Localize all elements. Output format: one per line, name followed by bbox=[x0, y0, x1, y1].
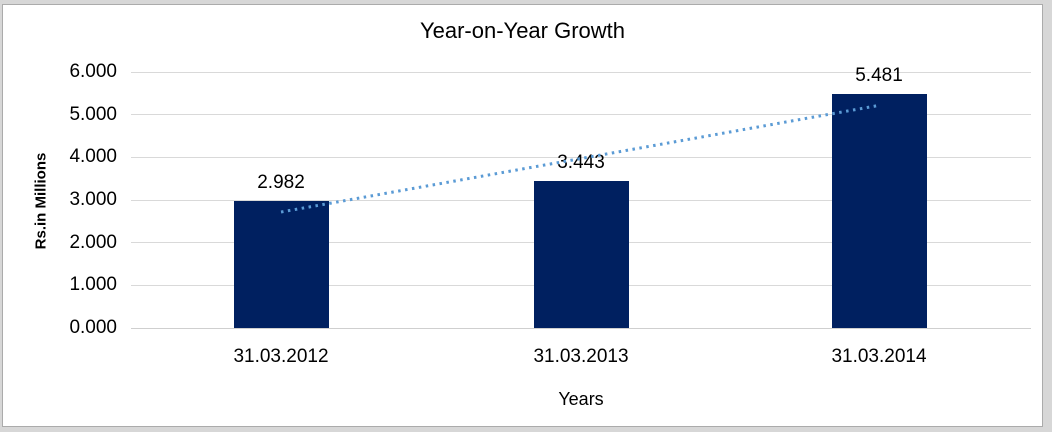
gridline bbox=[131, 71, 1031, 73]
x-axis-category-label: 31.03.2014 bbox=[831, 346, 927, 367]
chart-title: Year-on-Year Growth bbox=[419, 18, 626, 43]
bar[interactable] bbox=[533, 181, 629, 328]
bar-value-label: 5.481 bbox=[855, 65, 903, 87]
y-axis-title: Rs.in Millions bbox=[32, 152, 50, 250]
y-axis-tick-label: 1.000 bbox=[69, 274, 117, 296]
x-axis-category-label: 31.03.2013 bbox=[533, 346, 629, 367]
y-axis-tick-label: 5.000 bbox=[69, 103, 117, 125]
y-axis-tick-label: 2.000 bbox=[69, 231, 117, 253]
y-axis-tick-label: 3.000 bbox=[69, 189, 117, 210]
bar-value-label: 3.443 bbox=[557, 152, 605, 174]
x-axis-category-label: 31.03.2012 bbox=[233, 346, 329, 367]
y-axis-tick-label: 6.000 bbox=[69, 61, 117, 82]
y-axis-tick-label: 0.000 bbox=[69, 317, 117, 338]
gridline bbox=[131, 327, 1031, 329]
chart-container: Year-on-Year Growth Rs.in Millions Years… bbox=[2, 4, 1043, 427]
bar-value-label: 2.982 bbox=[257, 171, 305, 193]
bar[interactable] bbox=[831, 94, 927, 328]
x-axis-title: Years bbox=[558, 389, 604, 409]
bar[interactable] bbox=[233, 200, 329, 328]
y-axis-tick-label: 4.000 bbox=[69, 146, 117, 168]
